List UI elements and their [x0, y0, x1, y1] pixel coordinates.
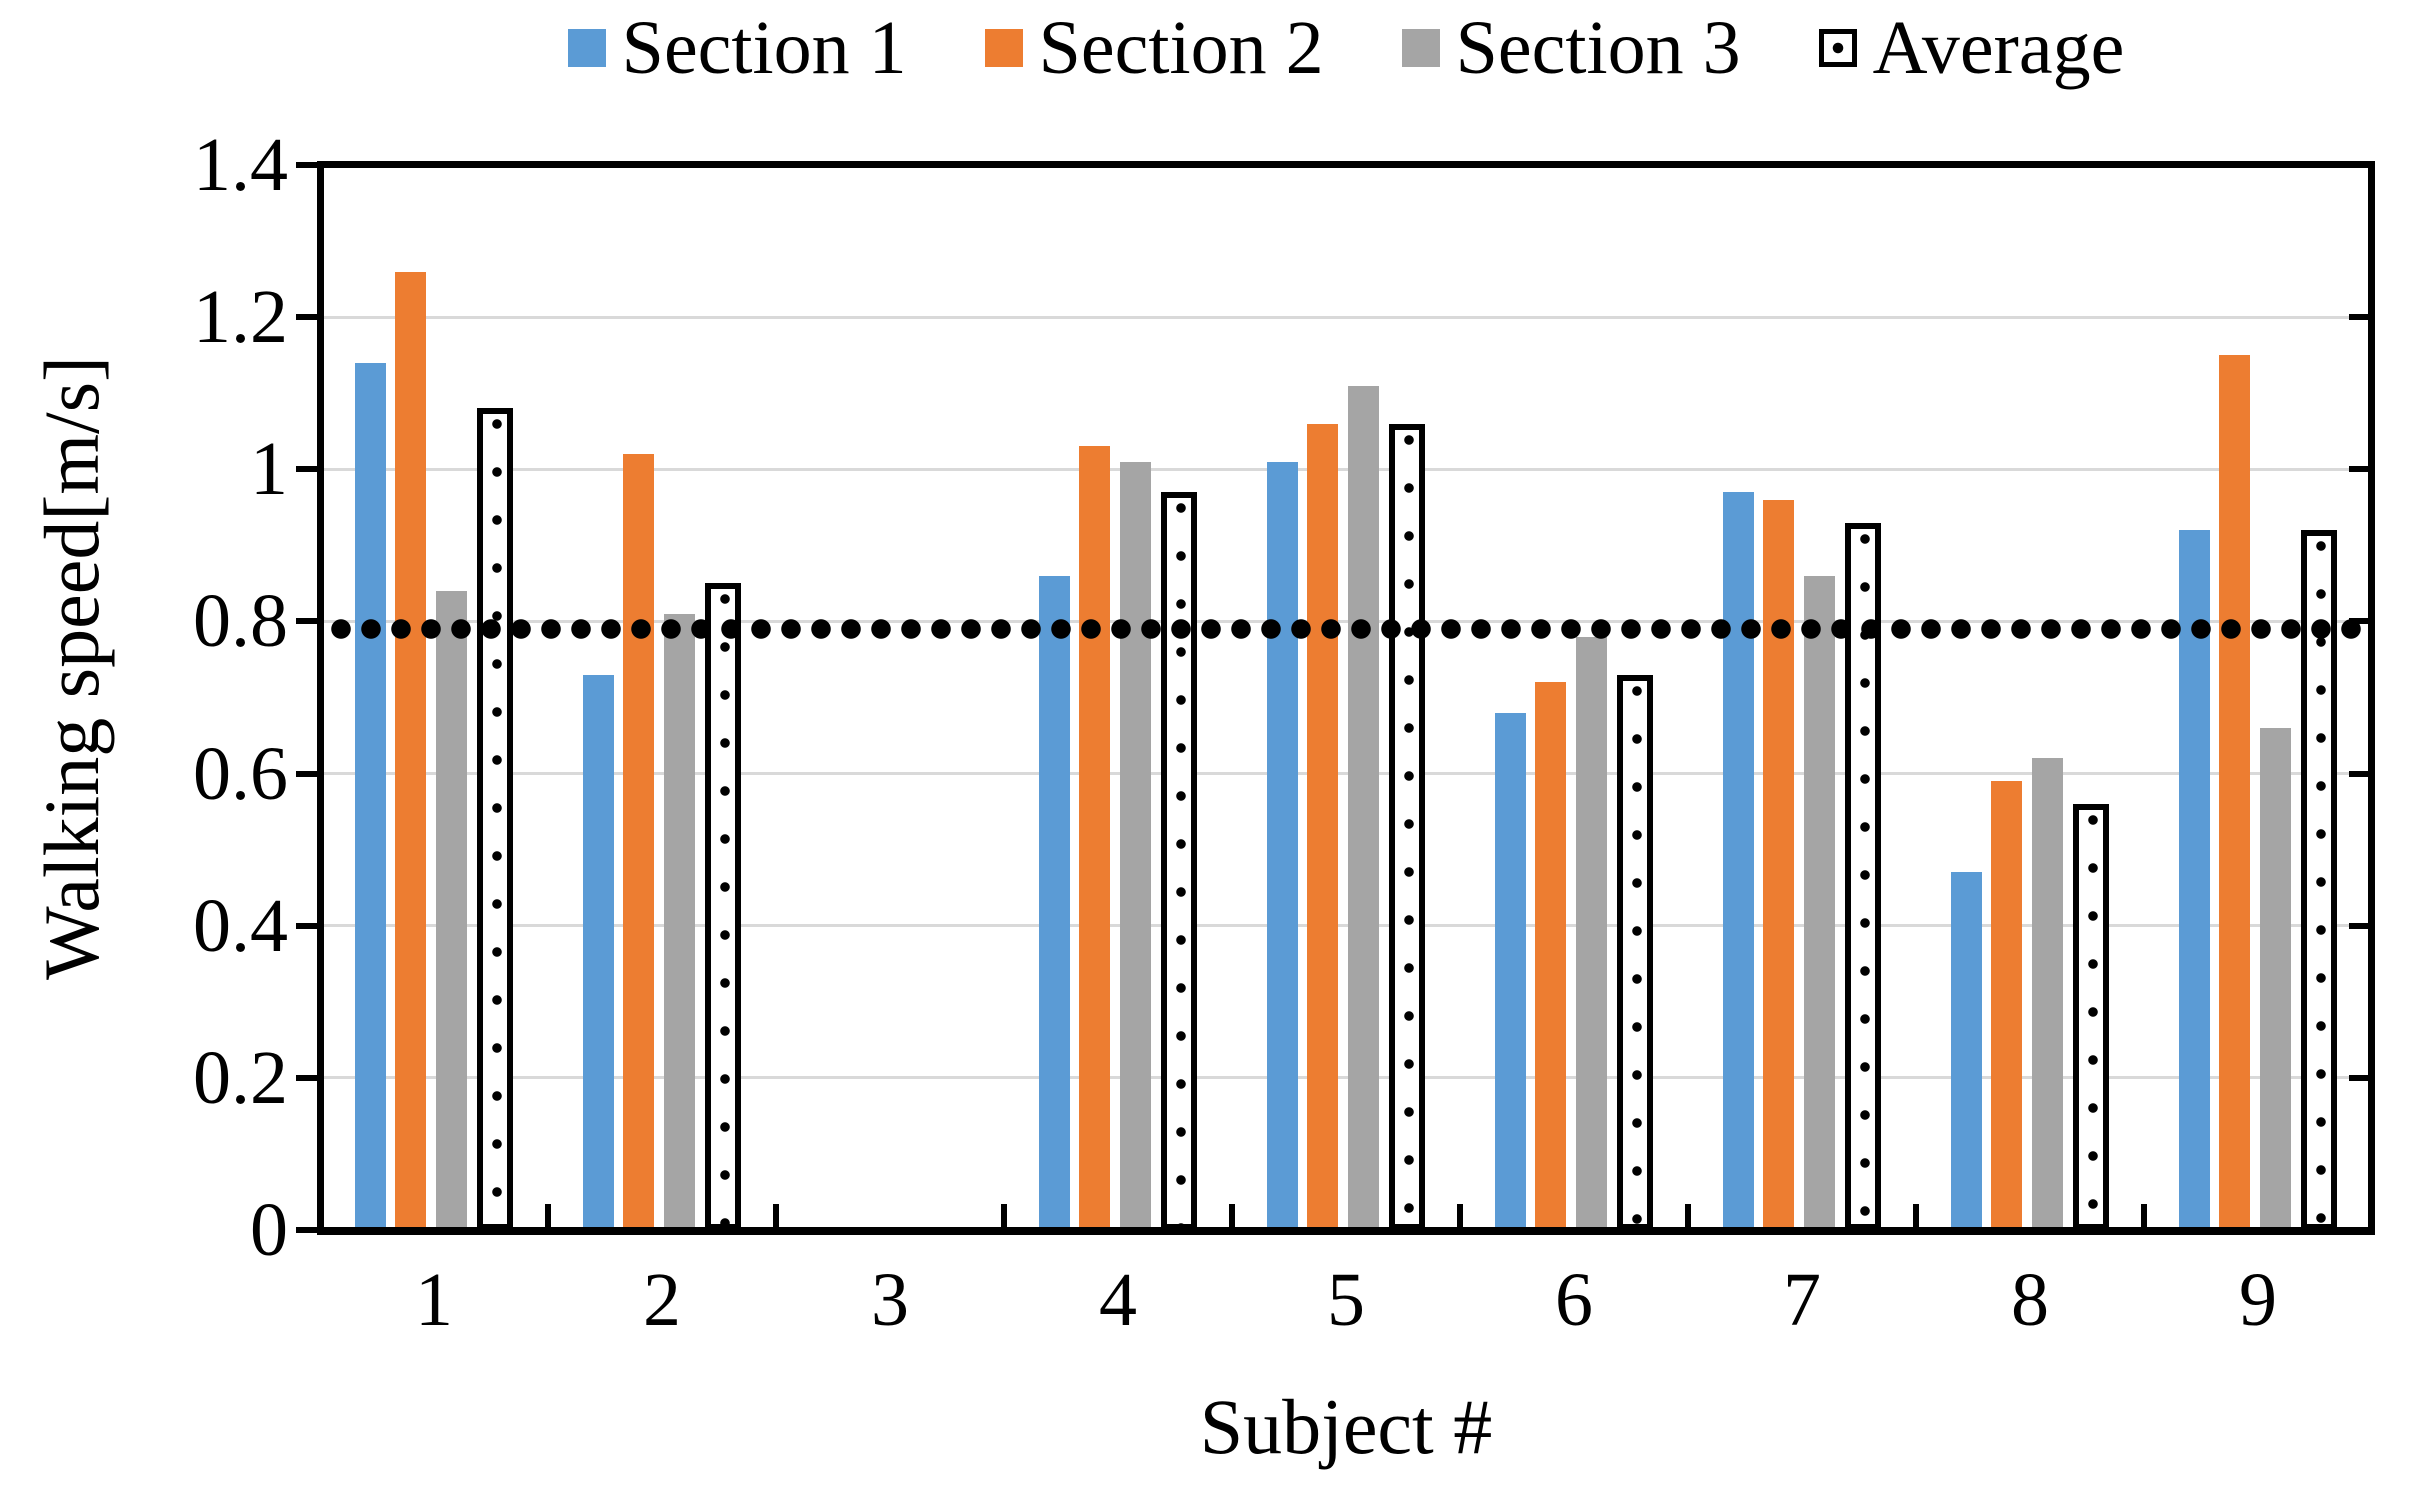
bar-section-1-subject-5 [1267, 461, 1298, 1230]
bar-section-2-subject-9 [2219, 355, 2250, 1230]
plot-border-right [2368, 161, 2375, 1235]
bar-average-subject-5 [1389, 423, 1425, 1230]
legend-item-section-2: Section 2 [984, 6, 1324, 90]
bar-section-2-subject-1 [395, 271, 426, 1230]
legend-item-average: Average [1818, 6, 2125, 90]
bar-average-subject-9 [2301, 530, 2337, 1230]
y-tick-label: 0.2 [193, 1035, 288, 1120]
plot-border-bottom [317, 1227, 2375, 1235]
x-category-label-8: 8 [2011, 1258, 2049, 1342]
bar-section-3-subject-1 [436, 591, 467, 1230]
y-axis-title: Walking speed[m/s] [28, 355, 115, 981]
y-axis-tick [296, 162, 320, 168]
right-axis-tick [2349, 770, 2369, 777]
y-tick-label: 0 [250, 1188, 288, 1272]
y-axis-tick [296, 466, 320, 473]
x-category-label-6: 6 [1555, 1258, 1593, 1342]
bar-section-3-subject-5 [1348, 385, 1379, 1230]
x-axis-boundary-tick [1229, 1204, 1235, 1230]
gridline-1.2 [320, 315, 2372, 319]
bar-section-3-subject-6 [1576, 636, 1607, 1230]
y-tick-label: 1.4 [193, 123, 288, 207]
bar-section-1-subject-2 [583, 674, 614, 1230]
bar-section-1-subject-7 [1723, 492, 1754, 1230]
bar-section-1-subject-1 [355, 362, 386, 1230]
x-axis-boundary-tick [2141, 1204, 2147, 1230]
x-category-label-9: 9 [2239, 1258, 2277, 1342]
legend-swatch-section-2-icon [984, 29, 1023, 67]
chart-legend: Section 1 Section 2 Section 3 Average [320, 10, 2372, 86]
bar-average-subject-4 [1161, 492, 1197, 1230]
gridline-0.2 [320, 1076, 2372, 1080]
y-tick-label: 0.8 [193, 579, 288, 664]
x-category-label-3: 3 [871, 1258, 909, 1342]
bar-section-1-subject-6 [1495, 712, 1526, 1230]
legend-label: Section 2 [1038, 6, 1324, 90]
x-axis-boundary-tick [773, 1204, 779, 1230]
right-axis-tick [2349, 1074, 2369, 1081]
bar-section-2-subject-4 [1079, 446, 1110, 1230]
y-axis-tick [296, 314, 320, 321]
right-axis-tick [2349, 314, 2369, 321]
x-axis-boundary-tick [1001, 1204, 1007, 1230]
plot-border-top [317, 161, 2375, 168]
bar-section-3-subject-8 [2032, 758, 2063, 1230]
x-axis-boundary-tick [1913, 1204, 1919, 1230]
y-tick-label: 1.2 [193, 275, 288, 360]
legend-swatch-section-1-icon [567, 29, 606, 67]
bar-section-1-subject-9 [2179, 530, 2210, 1230]
x-category-label-2: 2 [643, 1258, 681, 1342]
gridline-1 [320, 467, 2372, 471]
bar-average-subject-6 [1617, 674, 1653, 1230]
bar-section-3-subject-9 [2260, 727, 2291, 1230]
bar-average-subject-7 [1845, 522, 1881, 1230]
legend-label: Section 3 [1455, 6, 1741, 90]
x-axis-boundary-tick [545, 1204, 551, 1230]
right-axis-tick [2349, 618, 2369, 625]
y-axis-tick [296, 770, 320, 777]
y-axis-tick [296, 1074, 320, 1081]
gridline-0.4 [320, 924, 2372, 928]
bar-average-subject-1 [477, 408, 513, 1230]
legend-swatch-section-3-icon [1401, 29, 1440, 67]
bar-section-1-subject-8 [1951, 872, 1982, 1230]
bar-average-subject-2 [705, 583, 741, 1230]
y-tick-label: 0.4 [193, 883, 288, 968]
legend-swatch-average-icon [1818, 29, 1857, 67]
bar-section-1-subject-4 [1039, 575, 1070, 1230]
legend-label: Section 1 [621, 6, 907, 90]
gridline-0.6 [320, 772, 2372, 776]
x-axis-boundary-tick [1685, 1204, 1691, 1230]
bar-section-3-subject-2 [664, 613, 695, 1230]
y-tick-label: 0.6 [193, 731, 288, 816]
legend-item-section-3: Section 3 [1401, 6, 1741, 90]
y-axis-line [317, 161, 324, 1235]
bar-section-2-subject-5 [1307, 423, 1338, 1230]
x-category-label-7: 7 [1783, 1258, 1821, 1342]
legend-item-section-1: Section 1 [567, 6, 907, 90]
right-axis-tick [2349, 466, 2369, 473]
right-axis-tick [2349, 922, 2369, 929]
y-axis-tick [296, 618, 320, 625]
y-tick-label: 1 [250, 427, 288, 512]
x-category-label-5: 5 [1327, 1258, 1365, 1342]
bar-section-2-subject-2 [623, 454, 654, 1230]
bar-section-2-subject-8 [1991, 781, 2022, 1230]
bar-section-3-subject-4 [1120, 461, 1151, 1230]
x-axis-boundary-tick [1457, 1204, 1463, 1230]
x-category-label-1: 1 [415, 1258, 453, 1342]
y-axis-tick [296, 1227, 320, 1233]
legend-label: Average [1872, 6, 2125, 90]
x-axis-title: Subject # [1199, 1383, 1493, 1470]
y-axis-tick [296, 922, 320, 929]
bar-section-2-subject-7 [1763, 499, 1794, 1230]
x-category-label-4: 4 [1099, 1258, 1137, 1342]
bar-average-subject-8 [2073, 804, 2109, 1230]
reference-line-dotted [320, 619, 2372, 640]
bar-section-2-subject-6 [1535, 682, 1566, 1230]
bar-section-3-subject-7 [1804, 575, 1835, 1230]
